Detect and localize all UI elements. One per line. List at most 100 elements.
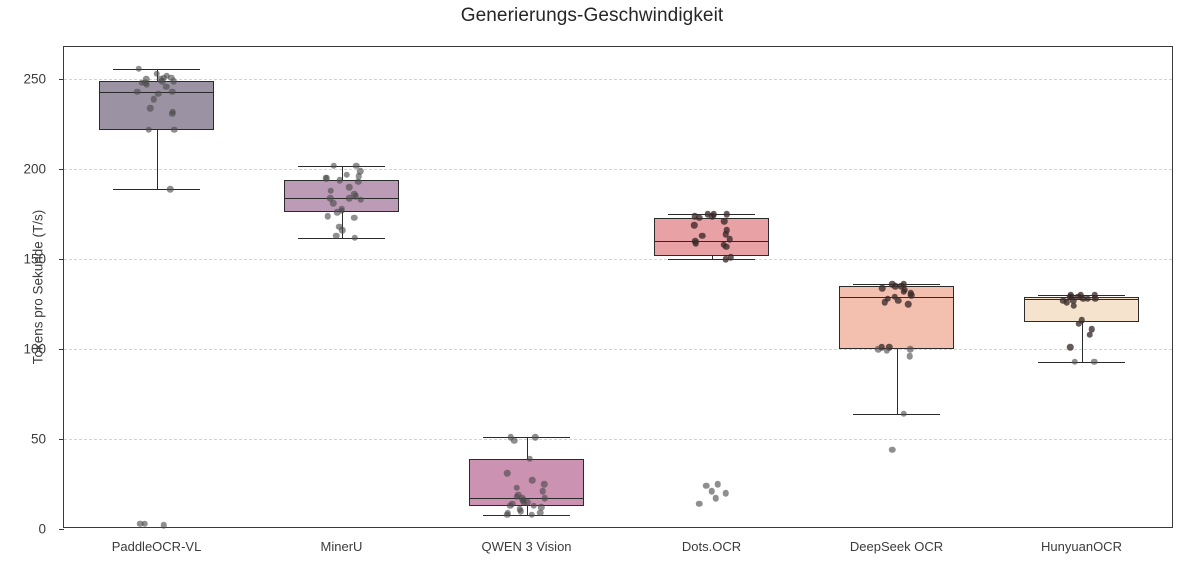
data-point xyxy=(163,83,170,90)
y-tick-mark xyxy=(59,439,64,441)
box-plot-deepseek-ocr[interactable] xyxy=(64,47,1174,527)
data-point xyxy=(529,477,536,484)
data-point xyxy=(143,81,150,89)
y-tick-label: 200 xyxy=(23,161,46,177)
data-point xyxy=(722,243,730,250)
gridline xyxy=(64,259,1172,261)
x-tick-label: DeepSeek OCR xyxy=(849,539,944,554)
data-point xyxy=(891,293,898,301)
data-point xyxy=(146,104,154,112)
box-plot-mineru[interactable] xyxy=(64,47,1174,527)
data-point xyxy=(900,288,907,295)
box-plot-dots-ocr[interactable] xyxy=(64,47,1174,527)
whisker-cap-lower xyxy=(297,237,386,239)
data-point xyxy=(905,300,912,308)
data-point xyxy=(878,344,886,351)
data-point xyxy=(723,227,731,234)
data-point xyxy=(168,110,176,117)
data-point xyxy=(720,218,728,225)
data-point xyxy=(884,295,892,303)
data-point xyxy=(541,480,548,488)
data-point xyxy=(708,487,716,495)
data-point xyxy=(1080,295,1087,303)
chart-title: Generierungs-Geschwindigkeit xyxy=(460,5,724,26)
data-point xyxy=(692,239,700,247)
data-point xyxy=(875,345,882,353)
data-point xyxy=(143,76,150,83)
data-point xyxy=(171,126,178,133)
data-point xyxy=(350,214,358,222)
y-tick-label: 0 xyxy=(38,521,46,537)
box-plot-hunyuanocr[interactable] xyxy=(64,47,1174,527)
data-point xyxy=(1074,293,1082,301)
data-point xyxy=(526,455,533,463)
box-plot-qwen-3-vision[interactable] xyxy=(64,47,1174,527)
data-point xyxy=(135,65,143,72)
box-iqr[interactable] xyxy=(99,81,214,130)
data-point xyxy=(1070,297,1077,304)
data-point xyxy=(324,212,331,220)
whisker-line xyxy=(1081,295,1083,362)
data-point xyxy=(507,434,514,441)
box-plot-paddleocr-vl[interactable] xyxy=(64,47,1174,529)
data-point xyxy=(702,482,710,490)
data-point xyxy=(1066,344,1074,351)
data-point xyxy=(332,232,340,240)
y-tick-mark xyxy=(59,349,64,351)
data-point xyxy=(346,184,353,191)
data-point xyxy=(353,162,360,169)
data-point xyxy=(513,484,521,491)
data-point xyxy=(722,255,729,263)
data-point xyxy=(723,211,731,218)
data-point xyxy=(357,196,364,204)
gridline xyxy=(64,439,1172,441)
whisker-cap-upper xyxy=(482,437,571,439)
data-point xyxy=(722,489,730,497)
data-point xyxy=(722,230,730,238)
data-point xyxy=(329,200,337,207)
gridline xyxy=(64,169,1172,171)
data-point xyxy=(355,178,362,186)
data-point xyxy=(907,291,915,299)
data-point xyxy=(335,223,343,231)
data-point xyxy=(133,88,141,96)
data-point xyxy=(1071,358,1079,365)
data-point xyxy=(889,446,896,454)
data-point xyxy=(886,344,893,351)
data-point xyxy=(160,74,167,81)
y-tick-mark xyxy=(59,169,64,171)
data-point xyxy=(158,77,166,85)
data-point xyxy=(704,211,712,218)
box-iqr[interactable] xyxy=(654,217,769,256)
data-point xyxy=(726,236,734,243)
data-point xyxy=(714,480,722,488)
data-point xyxy=(138,79,145,87)
data-point xyxy=(155,90,162,97)
data-point xyxy=(356,167,364,175)
data-point xyxy=(537,504,545,511)
y-tick-mark xyxy=(59,259,64,261)
data-point xyxy=(507,502,514,509)
data-point xyxy=(709,212,716,220)
data-point xyxy=(141,520,148,527)
data-point xyxy=(539,487,546,495)
data-point xyxy=(504,469,511,477)
data-point xyxy=(170,77,178,85)
x-tick-label: HunyuanOCR xyxy=(1041,539,1122,554)
data-point xyxy=(352,193,359,200)
data-point xyxy=(898,282,905,290)
median-line xyxy=(284,198,399,200)
data-point xyxy=(327,187,335,195)
data-point xyxy=(339,227,346,234)
data-point xyxy=(168,74,175,81)
data-point xyxy=(326,194,334,202)
plot-inner xyxy=(64,47,1174,529)
data-point xyxy=(166,185,174,193)
box-iqr[interactable] xyxy=(469,458,584,506)
data-point xyxy=(513,493,520,500)
data-point xyxy=(894,297,902,304)
x-tick-label: QWEN 3 Vision xyxy=(481,539,572,554)
data-point xyxy=(892,282,899,290)
whisker-line xyxy=(896,284,898,414)
data-point xyxy=(346,194,353,202)
